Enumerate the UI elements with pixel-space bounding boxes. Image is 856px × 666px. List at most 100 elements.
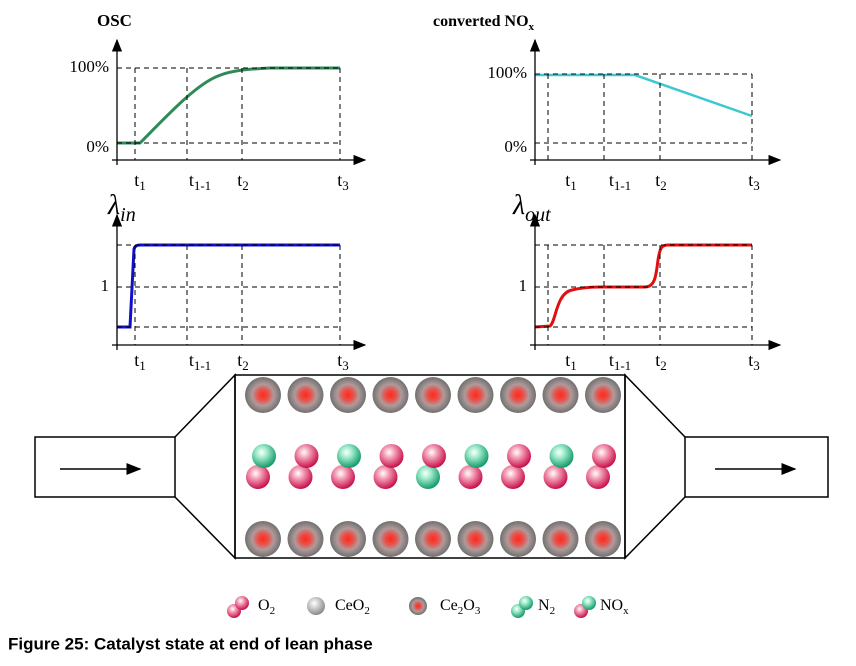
x-tick-label: t1 [565,350,577,373]
x-tick-label: t3 [337,170,349,193]
text-part: t [237,350,242,370]
ce2o3-ball [415,521,451,557]
ce2o3-ball [330,521,366,557]
subscript: x [623,605,629,617]
subscript: 1-1 [194,178,211,193]
x-tick-label: t1-1 [189,170,211,193]
legend-label: O2 [258,597,275,617]
text-part: λ [107,190,120,221]
subscript: 1-1 [194,358,211,373]
subscript: x [529,21,535,33]
subscript: 2 [660,358,667,373]
text-part: t [134,170,139,190]
molecule-atom [252,444,276,468]
text-part: 0% [504,137,527,156]
x-tick-label: t1-1 [609,170,631,193]
molecule-atom [549,444,574,468]
subscript: 3 [342,358,349,373]
legend-label: CeO2 [335,597,370,617]
legend-icons [227,596,596,618]
panel-label: λin [107,190,136,225]
text-part: 100% [69,57,109,76]
atoms [245,377,621,557]
legend-icon [409,597,427,615]
y-tick-label: 100% [487,63,527,82]
molecule-atom [294,444,319,468]
text-part: 100% [487,63,527,82]
legend-label: Ce2O3 [440,597,481,617]
ce2o3-ball [457,377,494,413]
ce2o3-ball [372,521,409,557]
ce2o3-ball [245,521,281,557]
text-part: 0% [86,137,109,156]
text-part: CeO [335,597,364,614]
molecule-atom [543,465,568,489]
legend-icon [235,596,249,610]
x-tick-label: t2 [655,350,667,373]
panel-label: λout [512,190,551,225]
x-tick-label: t1-1 [189,350,211,373]
text-part: t [565,170,570,190]
text-part: λ [512,190,525,221]
x-tick-label: t2 [655,170,667,193]
subscript: out [525,204,551,226]
subscript: 1 [139,178,146,193]
caption: Figure 25: Catalyst state at end of lean… [8,634,373,653]
molecule-atom [246,465,270,489]
ce2o3-ball [245,377,281,413]
molecule-atom [337,444,361,468]
x-tick-label: t3 [748,350,760,373]
molecule-atom [586,465,610,489]
text-part: Ce [440,597,458,614]
molecule-atom [507,444,531,468]
subscript: 3 [753,178,760,193]
subscript: 2 [270,605,276,617]
text-part: t [189,170,194,190]
text-part: OSC [97,11,132,30]
ce2o3-ball [287,377,324,413]
x-tick-label: t3 [337,350,349,373]
x-tick-label: t2 [237,350,249,373]
ce2o3-ball [542,521,579,557]
molecule-atom [331,465,355,489]
x-tick-label: t1 [134,170,146,193]
subscript: 1-1 [614,178,631,193]
subscript: 3 [342,178,349,193]
text-part: NO [600,597,623,614]
text-part: N [538,597,550,614]
osc-curve [117,66,340,145]
molecule-atom [501,465,525,489]
text-part: t [134,350,139,370]
subscript: 1 [139,358,146,373]
x-tick-label: t2 [237,170,249,193]
legend-label: NOx [600,597,629,617]
molecule-atom [379,444,404,468]
y-tick-label: 0% [504,137,527,156]
ce2o3-ball [585,521,621,557]
molecule-atom [288,465,313,489]
subscript: 2 [364,605,370,617]
lambda-out-curve [534,243,752,329]
molecule-atom [416,465,440,489]
text-part: t [565,350,570,370]
nox-curve [535,73,753,118]
text-part: t [609,350,614,370]
ce2o3-ball [372,377,409,413]
text-part: t [189,350,194,370]
ce2o3-ball [500,521,536,557]
molecule-atom [422,444,446,468]
text-part: 1 [101,276,110,295]
subscript: 2 [660,178,667,193]
lambda-in-curve [117,243,340,329]
x-tick-label: t1 [565,170,577,193]
y-tick-label: 1 [519,276,528,295]
text-part: 1 [519,276,528,295]
text-part: t [748,170,753,190]
y-tick-label: 1 [101,276,110,295]
legend-icon [307,597,325,615]
legend-icon [582,596,596,610]
subscript: 2 [242,358,249,373]
x-tick-label: t1 [134,350,146,373]
molecule-atom [592,444,616,468]
